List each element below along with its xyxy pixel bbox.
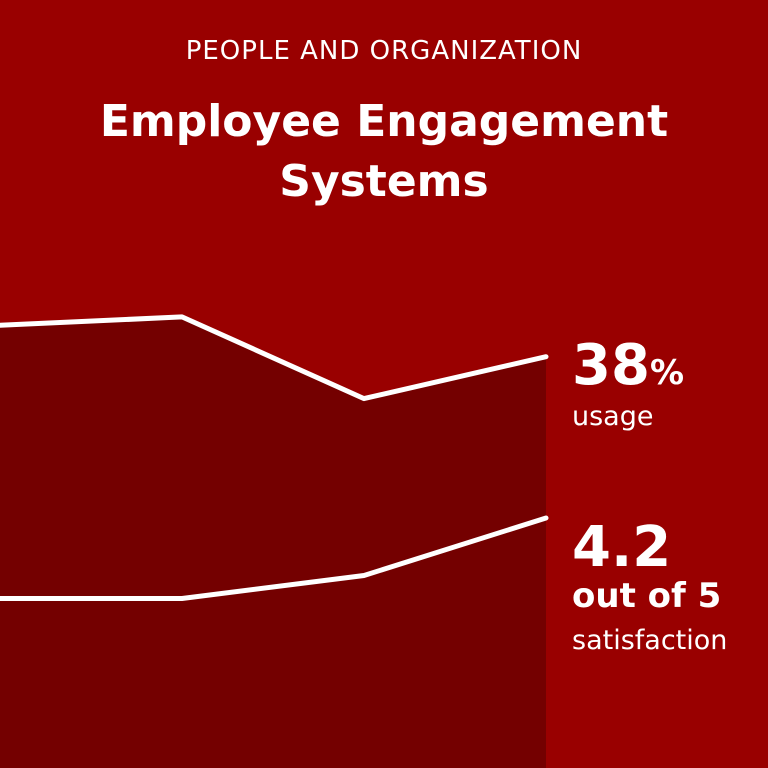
chart-area <box>0 316 546 768</box>
usage-series-line <box>0 314 549 402</box>
usage-unit: % <box>649 353 685 393</box>
satisfaction-stat-scale: out of 5 <box>572 576 722 616</box>
satisfaction-series-line <box>0 515 549 601</box>
satisfaction-stat-label: satisfaction <box>572 625 728 656</box>
usage-stat-value: 38% <box>572 334 684 405</box>
page-title: Employee Engagement Systems <box>99 96 669 207</box>
satisfaction-stat-value: 4.2 <box>572 515 672 580</box>
usage-stat-label: usage <box>572 401 654 432</box>
usage-number: 38 <box>572 333 650 398</box>
section-kicker: PEOPLE AND ORGANIZATION <box>185 36 583 66</box>
